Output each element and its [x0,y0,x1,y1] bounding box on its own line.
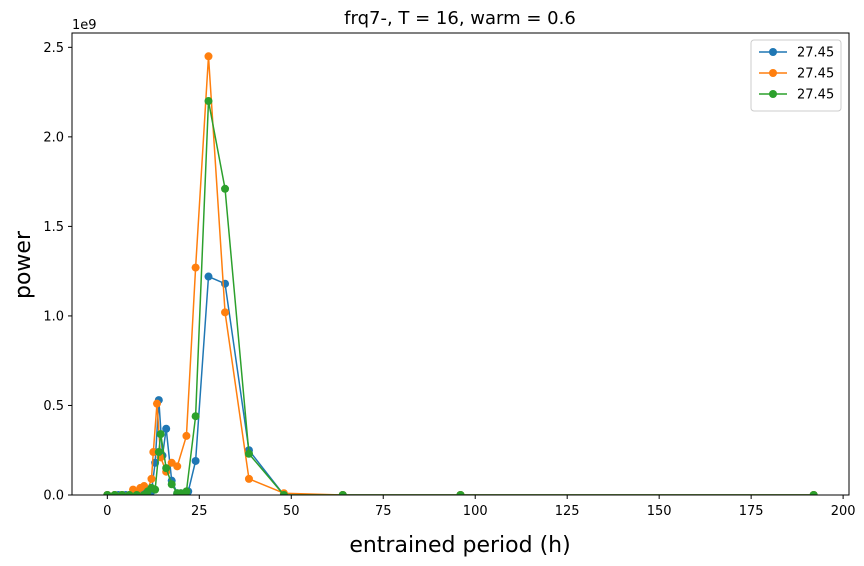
data-point [244,474,253,483]
plot-area: 0 25 50 75 100 125 150 175 200 0.0 0.5 1.0 1.5 2.0 2.5 [43,32,856,519]
y-tick-label: 1.0 [43,309,64,324]
data-point [125,491,134,495]
legend: 27.45 27.45 27.45 [750,39,842,112]
data-point [154,448,163,457]
data-point [110,491,119,495]
y-tick-label: 2.0 [43,130,64,145]
x-tick-label: 50 [283,504,300,519]
data-point [149,448,158,457]
y-tick-label: 1.5 [43,220,64,235]
data-point [156,430,165,439]
data-point [152,399,161,408]
legend-label-1: 27.45 [797,67,834,82]
y-tick-label: 2.5 [43,41,64,56]
data-point [191,412,200,421]
data-point [191,263,200,272]
y-tick-label: 0.5 [43,399,64,414]
data-point [167,480,176,489]
y-tick-label: 0.0 [43,489,64,504]
data-point [221,308,230,317]
data-point [162,464,171,473]
axes-frame [71,32,850,496]
data-point [147,474,156,483]
data-point [809,491,818,495]
data-point [456,491,465,495]
data-point [204,97,213,106]
data-point [162,424,171,433]
data-point [204,272,213,281]
series-layer [103,52,818,495]
x-tick-label: 25 [191,504,208,519]
data-point [221,184,230,193]
series-line-0 [107,275,814,495]
data-point [191,456,200,465]
x-tick-label: 150 [647,504,672,519]
legend-marker-2 [769,90,777,98]
data-point [244,449,253,458]
x-axis-title: entrained period (h) [349,533,570,558]
y-axis-title: power [11,230,36,299]
y-offset-text: 1e9 [72,18,97,33]
x-tick-label: 0 [103,504,111,519]
data-point [338,491,347,495]
series-line-2 [107,100,814,495]
data-point [132,491,141,495]
data-point [204,52,213,61]
data-point [173,462,182,471]
legend-label-0: 27.45 [797,46,834,61]
legend-label-2: 27.45 [797,88,834,103]
plot-background [72,33,849,495]
legend-marker-0 [769,48,777,56]
data-point [182,431,191,440]
data-point [279,491,288,495]
chart-title: frq7-, T = 16, warm = 0.6 [344,8,576,29]
data-point [221,279,230,288]
data-point [118,491,127,495]
data-point [151,485,160,494]
data-point [103,491,112,495]
x-tick-label: 125 [555,504,580,519]
x-tick-label: 200 [831,504,856,519]
x-tick-label: 175 [739,504,764,519]
legend-marker-1 [769,69,777,77]
x-tick-label: 75 [375,504,392,519]
x-tick-label: 100 [463,504,488,519]
data-point [182,487,191,495]
